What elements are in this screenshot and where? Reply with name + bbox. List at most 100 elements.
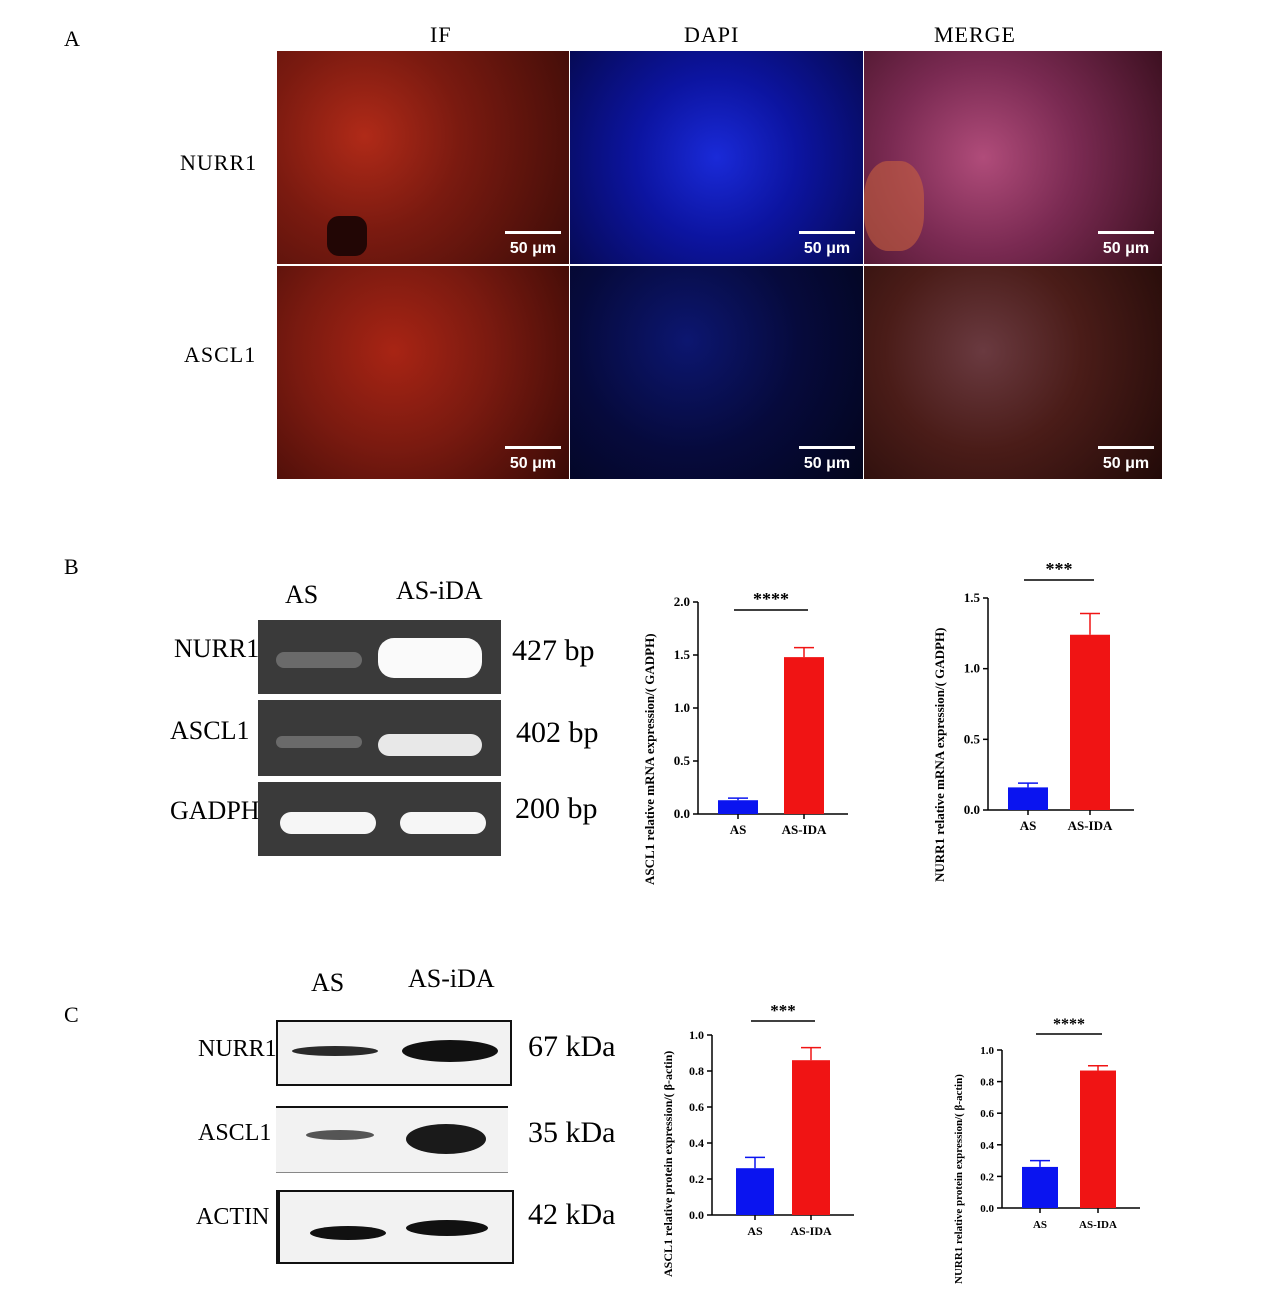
y-tick-label: 0.2 [980,1171,994,1183]
x-tick-label: AS-IDA [790,1224,832,1238]
micrograph-ascl1-dapi: 50 μm [570,266,863,479]
wb-strip-nurr1 [276,1020,512,1086]
wb-band [306,1130,374,1140]
micrograph-nurr1-if: 50 μm [277,51,569,264]
panel-a-label: A [64,26,80,51]
micrograph-nurr1-merge: 50 μm [864,51,1162,264]
scale-bar: 50 μm [1098,446,1154,473]
micrograph-ascl1-if: 50 μm [277,266,569,479]
micrograph-ascl1-merge: 50 μm [864,266,1162,479]
y-tick-label: 1.5 [964,590,981,605]
bar-chart-nurr1-mrna: NURR1 relative mRNA expression/( GADPH) … [932,559,1134,882]
y-tick-label: 0.8 [689,1064,704,1078]
y-tick-label: 0.4 [980,1140,994,1152]
bar-as [736,1168,774,1215]
x-tick-label: AS [730,822,747,837]
y-tick-label: 1.0 [674,700,690,715]
gel-row-nurr1: NURR1 [174,634,260,663]
bar-as-ida [1080,1070,1116,1208]
bar-as-ida [792,1060,830,1215]
y-tick-label: 0.0 [980,1203,994,1215]
wb-lane-as: AS [311,968,345,997]
x-tick-label: AS [747,1224,763,1238]
wb-size-nurr1: 67 kDa [528,1030,616,1063]
gel-band [378,734,482,756]
y-tick-label: 0.0 [689,1208,704,1222]
significance-stars: *** [770,1001,796,1020]
y-tick-label: 0.0 [674,806,690,821]
x-tick-label: AS-IDA [1068,818,1113,833]
scale-bar: 50 μm [1098,231,1154,258]
gel-strip-nurr1 [258,620,501,694]
y-tick-label: 0.6 [689,1100,704,1114]
bar-chart-ascl1-protein: ASCL1 relative protein expression/( β-ac… [661,1001,854,1277]
y-tick-label: 0.5 [964,731,981,746]
gel-size-ascl1: 402 bp [516,716,599,749]
gel-lane-as-ida: AS-iDA [396,576,483,605]
gel-band [400,812,486,834]
bar-chart-nurr1-protein: NURR1 relative protein expression/( β-ac… [953,1016,1140,1284]
wb-band [406,1220,488,1236]
row-header-nurr1: NURR1 [180,150,258,175]
y-tick-label: 2.0 [674,594,690,609]
y-axis-label: NURR1 relative mRNA expression/( GADPH) [932,628,947,882]
gel-strip-ascl1 [258,700,501,776]
scale-bar: 50 μm [505,231,561,258]
bar-as [1008,787,1048,810]
wb-row-ascl1: ASCL1 [198,1120,272,1146]
y-axis-label: ASCL1 relative protein expression/( β-ac… [661,1051,675,1277]
column-header-if: IF [430,22,452,47]
wb-strip-actin [276,1190,514,1264]
wb-size-ascl1: 35 kDa [528,1116,616,1149]
gel-strip-gadph [258,782,501,856]
wb-band [292,1046,378,1056]
column-header-dapi: DAPI [684,22,740,47]
y-tick-label: 1.0 [964,661,980,676]
wb-lane-as-ida: AS-iDA [408,964,495,993]
gel-size-gadph: 200 bp [515,792,598,825]
wb-row-nurr1: NURR1 [198,1036,277,1062]
significance-stars: **** [1053,1016,1085,1033]
panel-b-label: B [64,554,79,579]
row-header-ascl1: ASCL1 [184,342,257,367]
y-axis-label: NURR1 relative protein expression/( β-ac… [953,1074,965,1284]
gel-row-gadph: GADPH [170,796,260,825]
gel-band [378,638,482,678]
significance-stars: *** [1046,559,1073,579]
y-tick-label: 1.0 [689,1028,704,1042]
y-tick-label: 0.2 [689,1172,704,1186]
micrograph-nurr1-dapi: 50 μm [570,51,863,264]
x-tick-label: AS-IDA [1079,1219,1117,1231]
column-header-merge: MERGE [934,22,1016,47]
y-tick-label: 0.0 [964,802,980,817]
bar-as-ida [784,657,824,814]
wb-band [402,1040,498,1062]
wb-strip-ascl1 [276,1106,508,1173]
significance-stars: **** [753,589,789,609]
gel-lane-as: AS [285,580,319,609]
wb-size-actin: 42 kDa [528,1198,616,1231]
x-tick-label: AS-IDA [782,822,827,837]
bar-chart-ascl1-mrna: ASCL1 relative mRNA expression/( GADPH) … [642,589,848,885]
y-tick-label: 0.5 [674,753,691,768]
bar-as [718,800,758,814]
x-tick-label: AS [1020,818,1037,833]
gel-band [280,812,376,834]
y-tick-label: 0.4 [689,1136,704,1150]
gel-size-nurr1: 427 bp [512,634,595,667]
bar-as [1022,1166,1058,1208]
scale-bar: 50 μm [799,446,855,473]
gel-band [276,652,362,668]
y-tick-label: 1.5 [674,647,691,662]
scale-bar: 50 μm [505,446,561,473]
bar-as-ida [1070,634,1110,810]
y-tick-label: 0.6 [980,1108,994,1120]
gel-row-ascl1: ASCL1 [170,716,250,745]
wb-row-actin: ACTIN [196,1204,270,1230]
x-tick-label: AS [1033,1219,1047,1231]
wb-band [310,1226,386,1240]
panel-c-label: C [64,1002,79,1027]
y-axis-label: ASCL1 relative mRNA expression/( GADPH) [642,633,657,885]
wb-band [406,1124,486,1154]
y-tick-label: 1.0 [980,1045,994,1057]
